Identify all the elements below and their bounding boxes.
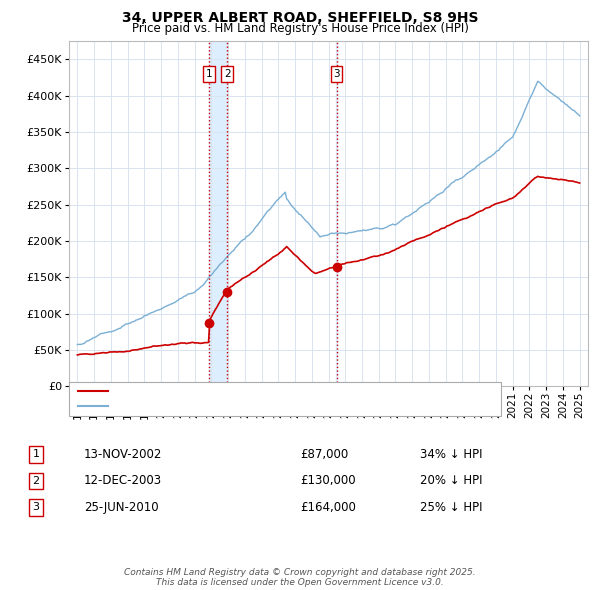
Text: 2: 2 [224, 69, 230, 79]
Text: 1: 1 [206, 69, 212, 79]
Text: Contains HM Land Registry data © Crown copyright and database right 2025.
This d: Contains HM Land Registry data © Crown c… [124, 568, 476, 587]
Text: 25-JUN-2010: 25-JUN-2010 [84, 501, 158, 514]
Text: 20% ↓ HPI: 20% ↓ HPI [420, 474, 482, 487]
Bar [336, 41, 337, 386]
Text: 12-DEC-2003: 12-DEC-2003 [84, 474, 162, 487]
Text: 34, UPPER ALBERT ROAD, SHEFFIELD, S8 9HS: 34, UPPER ALBERT ROAD, SHEFFIELD, S8 9HS [122, 11, 478, 25]
Text: 1: 1 [32, 450, 40, 459]
Text: 3: 3 [32, 503, 40, 512]
Text: 13-NOV-2002: 13-NOV-2002 [84, 448, 163, 461]
Text: HPI: Average price, detached house, Sheffield: HPI: Average price, detached house, Shef… [114, 401, 353, 411]
Text: 34, UPPER ALBERT ROAD, SHEFFIELD, S8 9HS (detached house): 34, UPPER ALBERT ROAD, SHEFFIELD, S8 9HS… [114, 386, 445, 396]
Text: 3: 3 [333, 69, 340, 79]
Text: 25% ↓ HPI: 25% ↓ HPI [420, 501, 482, 514]
Text: Price paid vs. HM Land Registry's House Price Index (HPI): Price paid vs. HM Land Registry's House … [131, 22, 469, 35]
Bar [209, 41, 227, 386]
Text: 34% ↓ HPI: 34% ↓ HPI [420, 448, 482, 461]
Text: 2: 2 [32, 476, 40, 486]
Text: £164,000: £164,000 [300, 501, 356, 514]
Text: £130,000: £130,000 [300, 474, 356, 487]
Text: £87,000: £87,000 [300, 448, 348, 461]
